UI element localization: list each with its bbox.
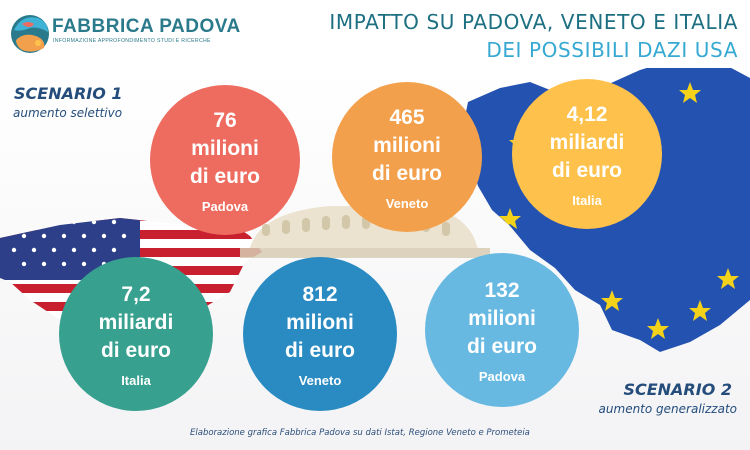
circle-currency: di euro (371, 161, 442, 185)
source-note: Elaborazione grafica Fabbrica Padova su … (190, 428, 530, 438)
circle-unit: miliardi (549, 130, 625, 154)
circle-scenario2-veneto: 812 milioni di euro Veneto (243, 257, 397, 411)
circle-unit: milioni (286, 310, 354, 334)
circle-unit: milioni (468, 306, 536, 330)
title-line-1: IMPATTO SU PADOVA, VENETO E ITALIA (329, 10, 738, 34)
circle-place: Veneto (298, 372, 342, 388)
title-line-2: DEI POSSIBILI DAZI USA (486, 38, 738, 62)
circle-place: Italia (121, 372, 151, 388)
circle-currency: di euro (284, 338, 355, 362)
scenario-1-subtitle: aumento selettivo (13, 106, 123, 120)
circle-scenario1-italia: 4,12 miliardi di euro Italia (512, 79, 662, 229)
circle-unit: milioni (191, 136, 259, 160)
circle-unit: miliardi (98, 310, 174, 334)
brand-name: FABBRICA PADOVA (52, 16, 241, 37)
circle-scenario1-veneto: 465 milioni di euro Veneto (332, 82, 482, 232)
circle-scenario2-italia: 7,2 miliardi di euro Italia (59, 257, 213, 411)
circle-place: Padova (201, 198, 249, 214)
circle-amount: 4,12 (566, 102, 608, 126)
circle-currency: di euro (100, 338, 171, 362)
circle-amount: 76 (213, 108, 237, 132)
scenario-1-title: SCENARIO 1 (14, 84, 123, 103)
circle-amount: 7,2 (121, 282, 151, 306)
circle-place: Italia (572, 192, 602, 208)
scenario-2-title: SCENARIO 2 (623, 380, 732, 399)
circle-scenario2-padova: 132 milioni di euro Padova (425, 253, 579, 407)
circle-place: Padova (478, 368, 526, 384)
circle-amount: 132 (484, 278, 520, 302)
circle-unit: milioni (373, 133, 441, 157)
circle-scenario1-padova: 76 milioni di euro Padova (150, 85, 300, 235)
circle-amount: 812 (302, 282, 338, 306)
scenario-2-subtitle: aumento generalizzato (598, 402, 737, 416)
circle-currency: di euro (189, 164, 260, 188)
circle-currency: di euro (551, 158, 622, 182)
brand-tagline: INFORMAZIONE APPROFONDIMENTO STUDI E RIC… (53, 38, 211, 44)
circle-place: Veneto (385, 195, 429, 211)
header (0, 0, 750, 68)
circle-currency: di euro (466, 334, 537, 358)
fabbrica-padova-logo-icon (11, 15, 49, 53)
circle-amount: 465 (389, 105, 425, 129)
